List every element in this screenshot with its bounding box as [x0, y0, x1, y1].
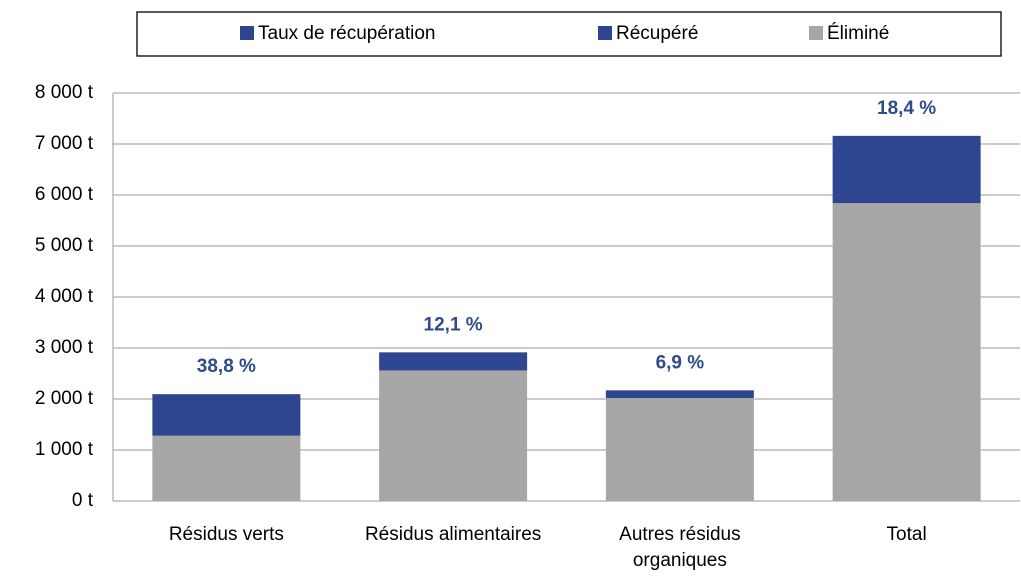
y-tick-label: 0 t	[72, 490, 94, 511]
x-tick-label: Total	[886, 524, 927, 545]
y-tick-label: 6 000 t	[35, 184, 94, 205]
legend-label: Taux de récupération	[258, 23, 435, 44]
y-tick-label: 4 000 t	[35, 286, 94, 307]
bar-segment	[379, 370, 528, 501]
bar-segment	[152, 435, 301, 501]
data-label: 18,4 %	[877, 98, 936, 119]
bar-segment	[832, 203, 981, 501]
bar-segment	[379, 352, 528, 371]
bar-segment	[152, 394, 301, 436]
data-label: 6,9 %	[656, 352, 705, 373]
legend-box	[136, 11, 1002, 57]
y-tick-label: 1 000 t	[35, 439, 94, 460]
x-tick-label: Résidus verts	[168, 524, 284, 545]
bar-segment	[605, 397, 754, 501]
bar-segment	[832, 135, 981, 204]
data-label: 12,1 %	[424, 314, 483, 335]
data-label: 38,8 %	[197, 356, 256, 377]
legend-swatch	[809, 26, 823, 40]
legend-label: Récupéré	[616, 23, 698, 44]
bar-segment	[605, 390, 754, 398]
legend-label: Éliminé	[827, 23, 889, 44]
x-tick-label: Autres résidus organiques	[619, 524, 741, 571]
y-tick-label: 3 000 t	[35, 337, 94, 358]
y-tick-label: 8 000 t	[35, 82, 94, 103]
legend-swatch	[598, 26, 612, 40]
legend-swatch	[240, 26, 254, 40]
y-tick-label: 7 000 t	[35, 133, 94, 154]
x-tick-label: Résidus alimentaires	[364, 524, 542, 545]
y-tick-label: 2 000 t	[35, 388, 94, 409]
y-tick-label: 5 000 t	[35, 235, 94, 256]
